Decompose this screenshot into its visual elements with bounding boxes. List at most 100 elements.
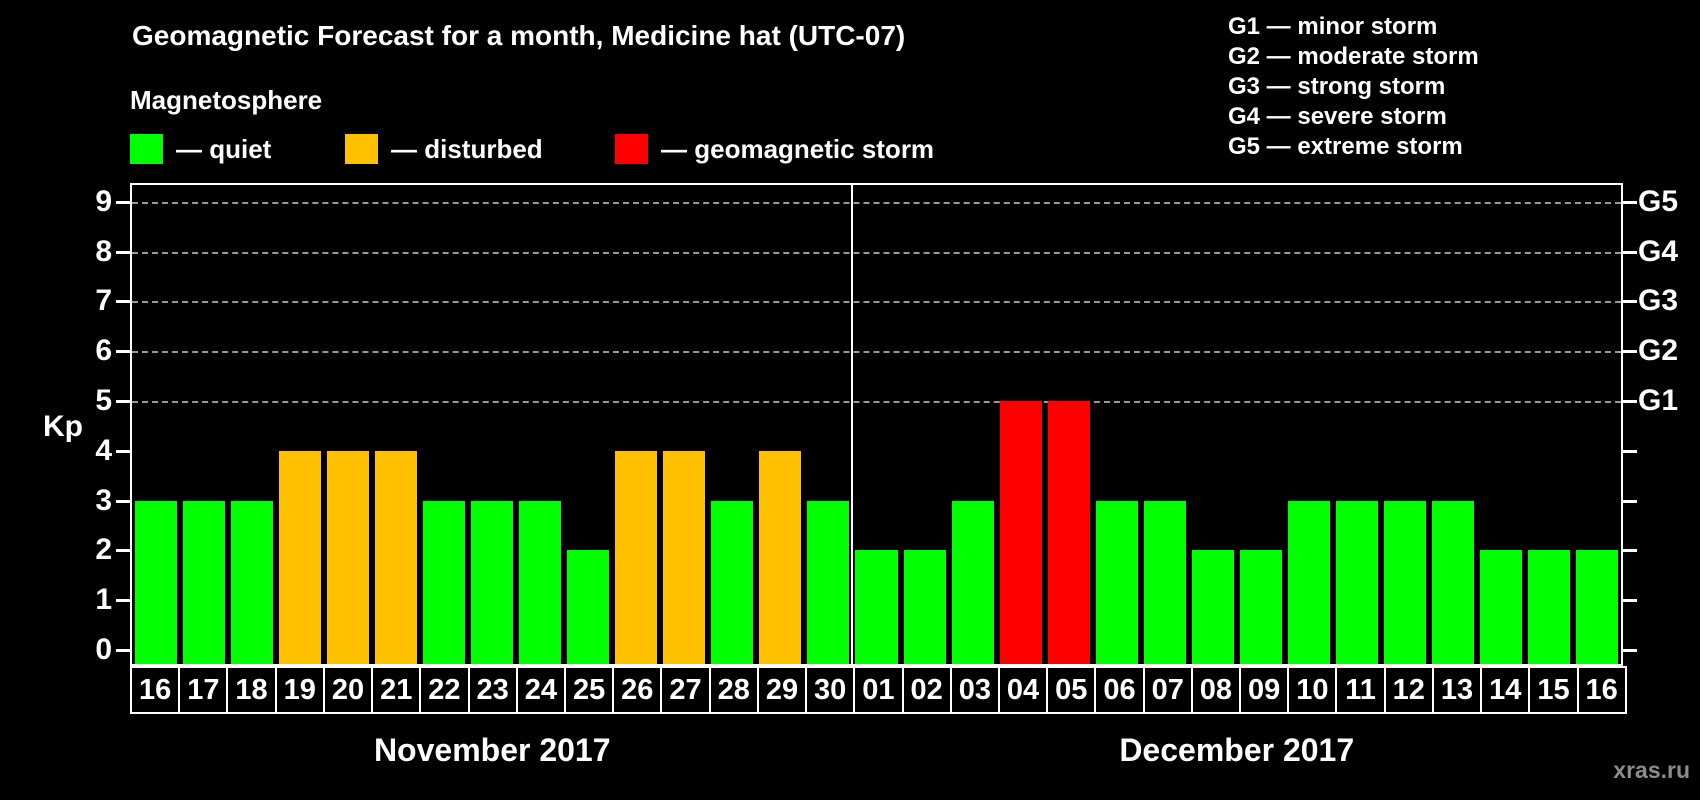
kp-bar-day-03 <box>951 500 994 664</box>
day-label-19: 19 <box>274 666 325 714</box>
kp-bar-day-16 <box>135 500 178 664</box>
gridline-kp8 <box>132 251 1621 254</box>
kp-bar-day-20 <box>327 450 370 664</box>
g-axis-tick-label-G4: G4 <box>1638 234 1679 268</box>
storm-color-swatch <box>615 134 648 164</box>
kp-bar-day-13 <box>1431 500 1474 664</box>
kp-bar-day-09 <box>1239 550 1282 664</box>
legend-item-storm: — geomagnetic storm <box>615 133 934 165</box>
kp-bar-day-26 <box>615 450 658 664</box>
day-label-27: 27 <box>660 666 711 714</box>
legend-item-disturbed: — disturbed <box>345 133 543 165</box>
day-label-06: 06 <box>1094 666 1145 714</box>
kp-bar-day-25 <box>567 550 610 664</box>
left-tick-kp5 <box>116 400 130 403</box>
legend-item-quiet: — quiet <box>130 133 271 165</box>
kp-bar-day-19 <box>279 450 322 664</box>
day-label-11: 11 <box>1335 666 1386 714</box>
day-label-09: 09 <box>1239 666 1290 714</box>
kp-bar-day-30 <box>807 500 850 664</box>
day-label-01: 01 <box>853 666 904 714</box>
kp-bar-day-12 <box>1383 500 1426 664</box>
right-tick-kp9 <box>1623 200 1637 204</box>
day-label-26: 26 <box>612 666 663 714</box>
right-tick-kp0 <box>1623 649 1637 652</box>
kp-bar-day-14 <box>1479 550 1522 664</box>
g-scale-legend-line: G5 — extreme storm <box>1228 133 1463 160</box>
g-axis-tick-label-G2: G2 <box>1638 334 1679 368</box>
right-tick-kp2 <box>1623 549 1637 553</box>
y-axis-tick-label-8: 8 <box>95 234 112 268</box>
g-scale-legend-line: G3 — strong storm <box>1228 73 1446 100</box>
day-label-20: 20 <box>322 666 374 714</box>
kp-bar-day-07 <box>1143 500 1186 664</box>
kp-bar-day-11 <box>1335 500 1378 664</box>
day-label-25: 25 <box>563 666 615 714</box>
y-axis-tick-label-7: 7 <box>95 284 112 318</box>
month-label-december: December 2017 <box>1119 732 1355 768</box>
kp-bar-day-21 <box>375 450 418 664</box>
right-tick-kp8 <box>1623 250 1637 254</box>
day-label-21: 21 <box>371 666 422 714</box>
kp-bar-day-16 <box>1575 550 1618 664</box>
kp-bar-day-29 <box>759 450 802 664</box>
y-axis-tick-label-9: 9 <box>95 184 112 218</box>
y-axis-tick-label-4: 4 <box>95 433 112 467</box>
g-axis-tick-label-G3: G3 <box>1638 284 1679 318</box>
day-label-18: 18 <box>226 666 277 714</box>
g-scale-legend: G1 — minor storm G2 — moderate storm G3 — … <box>1228 12 1479 162</box>
left-tick-kp8 <box>116 250 130 254</box>
right-tick-kp1 <box>1623 599 1637 603</box>
right-tick-kp5 <box>1623 400 1637 403</box>
day-label-22: 22 <box>419 666 470 714</box>
day-label-12: 12 <box>1383 666 1434 714</box>
month-label-november: November 2017 <box>373 732 611 768</box>
legend-label-quiet: — quiet <box>176 134 272 164</box>
kp-bar-day-23 <box>471 500 514 664</box>
day-axis-row: 16 17 18 19 20 21 22 23 24 25 26 27 28 29 30 01 02 03 04 05… <box>130 666 1627 714</box>
y-axis-tick-label-0: 0 <box>95 633 112 666</box>
right-tick-kp4 <box>1623 449 1637 453</box>
kp-bar-day-28 <box>711 500 754 664</box>
day-label-16: 16 <box>1576 666 1627 714</box>
kp-bar-day-08 <box>1191 550 1234 664</box>
day-label-28: 28 <box>708 666 759 714</box>
kp-bar-day-06 <box>1095 500 1138 664</box>
kp-bar-day-27 <box>663 450 706 664</box>
day-label-03: 03 <box>949 666 1000 714</box>
watermark: xras.ru <box>1613 757 1690 783</box>
day-label-29: 29 <box>756 666 808 714</box>
left-tick-kp4 <box>116 449 130 453</box>
kp-bar-day-02 <box>903 550 946 664</box>
left-tick-kp6 <box>116 350 130 354</box>
day-label-14: 14 <box>1480 666 1531 714</box>
y-axis-tick-label-1: 1 <box>95 583 112 617</box>
quiet-color-swatch <box>130 134 163 164</box>
chart-title: Geomagnetic Forecast for a month, Medici… <box>132 20 906 51</box>
left-tick-kp3 <box>116 499 130 503</box>
kp-bar-day-22 <box>423 500 466 664</box>
gridline-kp9 <box>132 201 1621 204</box>
legend-label-storm: — geomagnetic storm <box>661 134 935 164</box>
day-label-02: 02 <box>901 666 952 714</box>
day-label-10: 10 <box>1287 666 1338 714</box>
kp-bar-day-15 <box>1527 550 1570 664</box>
gridline-kp7 <box>132 301 1621 304</box>
left-tick-kp1 <box>116 599 130 603</box>
left-tick-kp2 <box>116 549 130 553</box>
day-label-23: 23 <box>467 666 518 714</box>
day-label-30: 30 <box>805 666 856 714</box>
g-axis-tick-label-G1: G1 <box>1638 384 1679 417</box>
g-scale-legend-line: G1 — minor storm <box>1228 13 1438 40</box>
day-label-24: 24 <box>515 666 566 714</box>
right-tick-kp6 <box>1623 350 1637 354</box>
day-label-05: 05 <box>1046 666 1097 714</box>
day-label-15: 15 <box>1528 666 1579 714</box>
day-label-17: 17 <box>178 666 229 714</box>
day-label-16: 16 <box>130 666 181 714</box>
day-label-08: 08 <box>1190 666 1242 714</box>
kp-bar-day-24 <box>519 500 562 664</box>
day-label-04: 04 <box>997 666 1049 714</box>
left-tick-kp7 <box>116 300 130 304</box>
